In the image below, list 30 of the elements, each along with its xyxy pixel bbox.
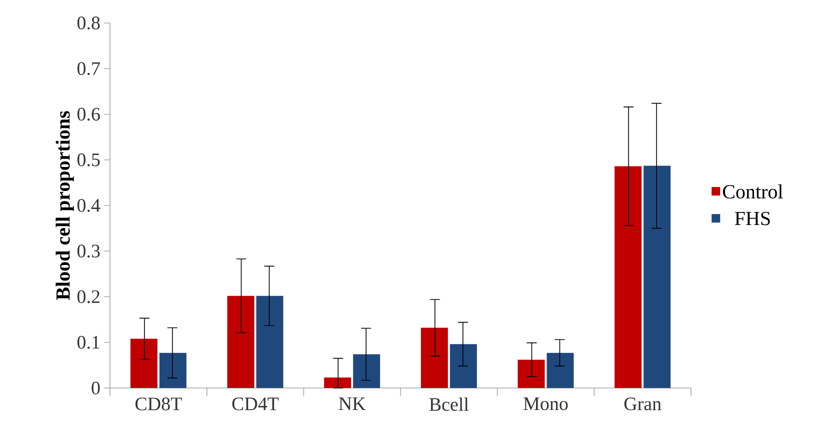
y-tick-label: 0.7 [77, 62, 100, 76]
bar [644, 166, 671, 388]
bar [256, 296, 284, 388]
y-tick-label: 0.2 [77, 290, 100, 304]
y-tick-label: 0.6 [77, 108, 100, 121]
y-tick-label: 0.1 [77, 336, 100, 349]
bar [614, 166, 642, 388]
x-tick-label: Gran [624, 398, 662, 410]
legend-label: Control [722, 184, 783, 198]
y-tick-label: 0.5 [77, 153, 100, 166]
bar [420, 328, 448, 388]
legend-label: FHS [734, 212, 770, 226]
x-tick-label: NK [338, 398, 366, 410]
bar [518, 360, 545, 388]
bar [546, 352, 574, 388]
bar [324, 377, 352, 388]
y-axis-title: Blood cell proportions [56, 111, 74, 300]
bar [227, 296, 254, 388]
y-tick-label: 0.4 [77, 199, 100, 212]
x-tick-label: Bcell [429, 398, 469, 411]
x-tick-label: CD8T [135, 398, 182, 410]
x-tick-label: Mono [524, 398, 568, 410]
bar [353, 354, 380, 388]
y-tick-label: 0.3 [77, 244, 100, 258]
y-tick-label: 0.8 [77, 16, 100, 30]
bar [159, 352, 186, 388]
bar [130, 338, 158, 388]
bar [450, 344, 477, 388]
y-tick-label: 0 [92, 382, 100, 394]
x-tick-label: CD4T [232, 398, 279, 410]
